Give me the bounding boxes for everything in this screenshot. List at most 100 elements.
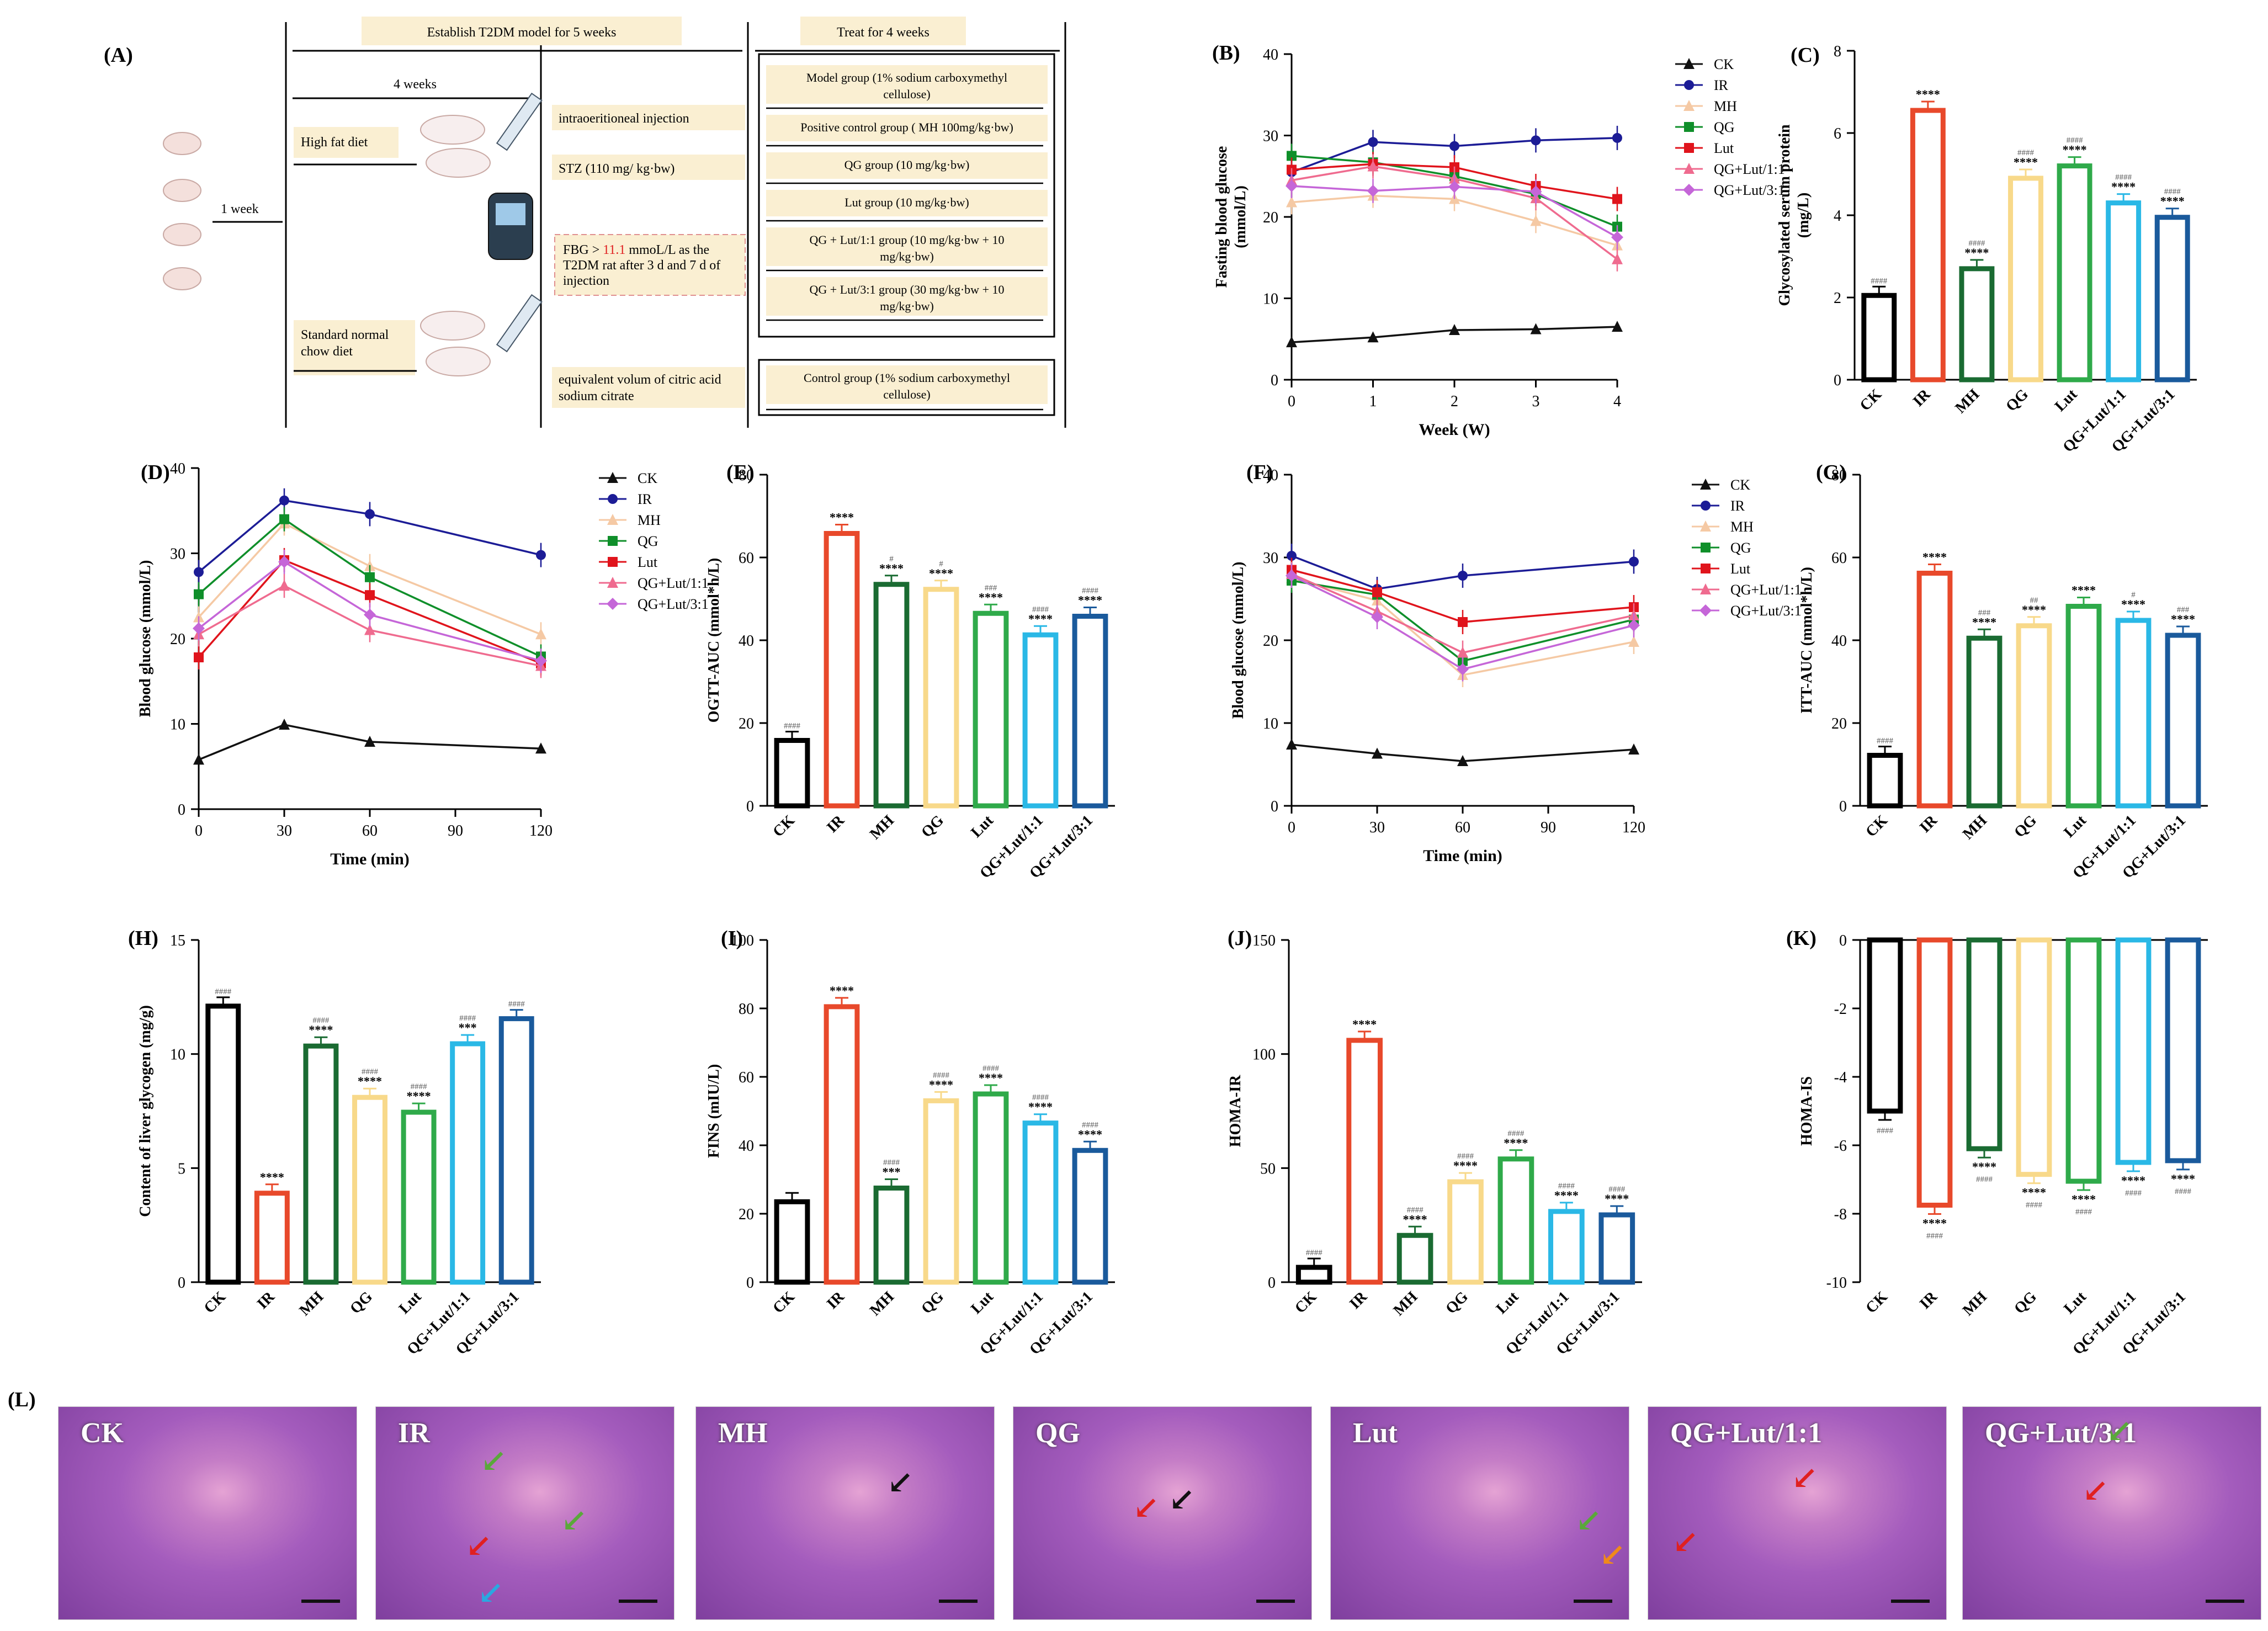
y-tick-label: 4 (1834, 208, 1841, 225)
bar (2016, 623, 2052, 809)
y-tick-label: 60 (739, 550, 754, 567)
y-tick-label: 10 (1263, 291, 1278, 308)
data-point (536, 550, 546, 560)
x-tick-label: 1 (1369, 393, 1377, 410)
x-axis-title: Time (min) (1423, 847, 1502, 865)
citrate-label: equivalent volum of citric acid (559, 373, 721, 387)
y-tick-label: 150 (1252, 932, 1276, 949)
histology-label: Lut (1353, 1417, 1398, 1449)
fbg-label: T2DM rat after 3 d and 7 d of (563, 258, 720, 273)
panel-label-b: (B) (1212, 41, 1240, 65)
x-tick-label: CK (1292, 1288, 1320, 1317)
panel-label-g: (G) (1816, 461, 1846, 484)
y-tick-label: 10 (1263, 715, 1278, 732)
rat-icon (426, 347, 491, 376)
legend-marker (1683, 58, 1695, 69)
bar (2106, 200, 2142, 382)
x-tick-label: Lut (1493, 1288, 1522, 1317)
ip-label: intraoeritioneal injection (559, 111, 689, 126)
bar (774, 1199, 810, 1285)
chart-f: 0 10 20 30 40 Blood glucose (mmol/L) 0 30 60 90 12… (1230, 467, 1802, 865)
panel-a-schematic: Establish T2DM model for 5 weeks Treat fo… (163, 17, 1066, 428)
y-tick-label: 40 (739, 1138, 754, 1155)
group-label: Lut group (10 mg/kg·bw) (844, 195, 969, 209)
bar (2115, 618, 2152, 809)
histology-image: CK (58, 1406, 357, 1620)
data-point (194, 589, 204, 599)
x-tick-label: 90 (1541, 819, 1556, 836)
data-point (364, 624, 375, 635)
significance-label: **** (407, 1089, 431, 1103)
rat-icon (163, 179, 201, 202)
data-point (535, 742, 546, 754)
x-tick-label: 120 (529, 822, 553, 840)
stz-label: STZ (110 mg/ kg·bw) (559, 162, 674, 176)
significance-label: #### (1407, 1205, 1424, 1214)
y-tick-label: 40 (739, 633, 754, 650)
standard-label: chow diet (301, 344, 353, 359)
y-tick-label: 20 (739, 1206, 754, 1223)
fbg-part: FBG > (563, 243, 603, 257)
significance-label: **** (2171, 1172, 2195, 1186)
data-point (1367, 184, 1379, 197)
y-tick-label: 80 (739, 467, 754, 484)
significance-label: **** (260, 1170, 284, 1184)
bar (498, 1016, 534, 1285)
histology-image: QG ↙ ↙ (1013, 1406, 1312, 1620)
panel-label-l: (L) (8, 1388, 36, 1411)
data-point (1286, 179, 1298, 192)
legend-label: MH (1714, 98, 1737, 114)
legend-label: QG+Lut/3:1 (1714, 182, 1785, 198)
legend-label: Lut (638, 554, 658, 570)
y-axis-title: Blood glucose (mmol/L) (137, 560, 154, 718)
significance-label: **** (2121, 597, 2145, 611)
bar (2115, 937, 2152, 1165)
histology-label: QG (1035, 1417, 1080, 1449)
significance-label: **** (2022, 1186, 2046, 1199)
arrow-icon: ↙ (886, 1464, 914, 1500)
arrow-icon: ↙ (1133, 1490, 1160, 1526)
bar (923, 1098, 959, 1285)
x-tick-label: Lut (396, 1288, 425, 1317)
legend-marker (1700, 479, 1711, 490)
rat-icon (163, 267, 201, 290)
bar (352, 1095, 387, 1285)
y-tick-label: 40 (1263, 467, 1278, 484)
significance-label: #### (883, 1159, 900, 1167)
bar (973, 610, 1009, 809)
y-tick-label: 30 (1263, 128, 1278, 145)
legend-marker (607, 598, 619, 610)
data-point (1612, 321, 1623, 332)
series-line-4 (198, 559, 541, 665)
y-tick-label: 40 (1831, 633, 1847, 650)
y-tick-label: 30 (1263, 550, 1278, 567)
data-point (1372, 587, 1382, 597)
x-tick-label: IR (824, 811, 848, 836)
data-point (1287, 551, 1297, 561)
y-axis-title: (mg/L) (1795, 193, 1812, 238)
y-tick-label: 0 (178, 801, 185, 819)
treat-label: Treat for 4 weeks (837, 25, 929, 40)
legend-marker (608, 494, 618, 504)
x-tick-label: CK (201, 1288, 230, 1317)
arrow-icon: ↙ (1599, 1536, 1626, 1572)
bar (1072, 614, 1108, 809)
significance-label: ### (1978, 608, 1991, 617)
y-axis-title: FINS (mIU/L) (705, 1064, 723, 1158)
bar (1861, 293, 1897, 382)
x-tick-label: QG (918, 812, 947, 841)
bar (1966, 937, 2003, 1151)
panel-label-a: (A) (104, 44, 133, 67)
arrow-icon: ↙ (465, 1528, 492, 1564)
bar (1447, 1179, 1484, 1285)
y-tick-label: 60 (1831, 550, 1847, 567)
control-label: cellulose) (883, 387, 931, 401)
significance-label: **** (1453, 1159, 1478, 1172)
legend-label: QG+Lut/3:1 (638, 596, 709, 612)
x-tick-label: Lut (968, 812, 997, 841)
panel-label-c: (C) (1791, 44, 1820, 67)
group-label: QG + Lut/3:1 group (30 mg/kg·bw + 10 (810, 283, 1005, 296)
bar (2165, 937, 2201, 1164)
glucometer-screen (496, 203, 525, 225)
